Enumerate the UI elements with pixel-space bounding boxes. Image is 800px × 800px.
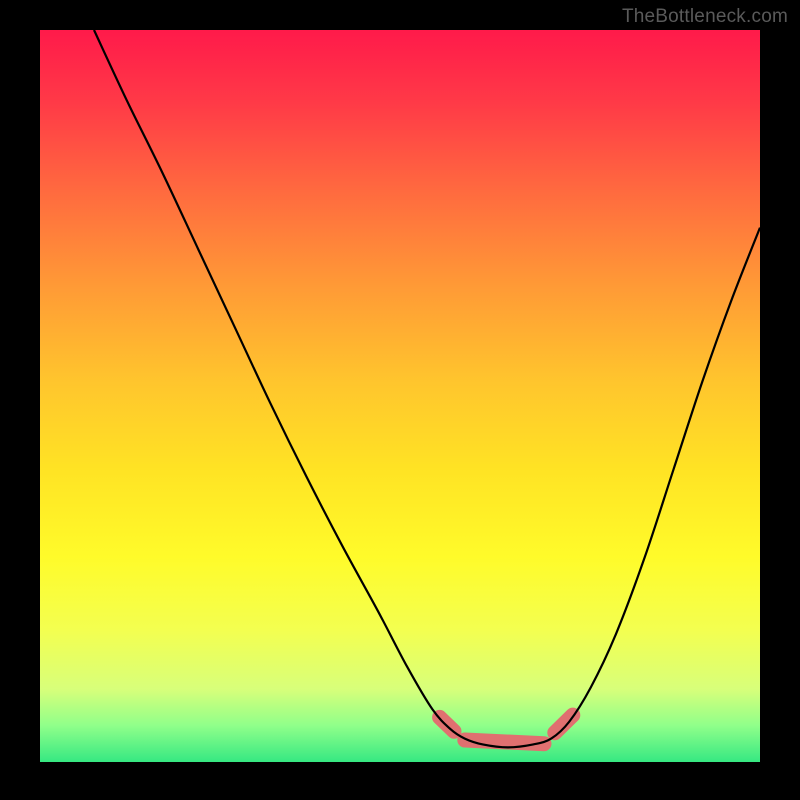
watermark-text: TheBottleneck.com (622, 6, 788, 28)
highlight-segment (555, 715, 573, 733)
curve-layer (40, 30, 760, 762)
plot-area (40, 30, 760, 762)
chart-container: TheBottleneck.com (0, 0, 800, 800)
bottleneck-curve (94, 30, 760, 747)
highlight-markers (440, 715, 573, 744)
